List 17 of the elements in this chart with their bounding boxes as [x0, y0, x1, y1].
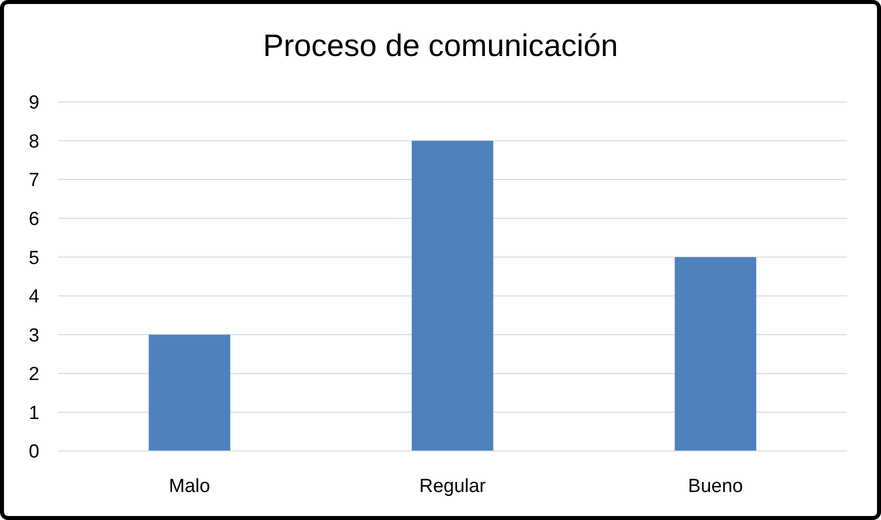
y-tick-label: 1	[28, 402, 40, 424]
x-tick-label: Regular	[419, 476, 486, 497]
chart-title: Proceso de comunicación	[263, 28, 618, 63]
y-tick-label: 0	[28, 442, 40, 463]
bar	[412, 140, 494, 451]
y-tick-label: 3	[28, 325, 40, 346]
y-tick-label: 5	[28, 248, 40, 269]
y-tick-label: 8	[28, 131, 40, 152]
x-tick-label: Bueno	[688, 476, 743, 497]
bar	[674, 257, 756, 451]
bar	[148, 334, 230, 451]
y-tick-label: 2	[28, 364, 40, 386]
x-tick-label: Malo	[168, 476, 210, 497]
y-tick-label: 7	[28, 170, 40, 192]
y-tick-label: 9	[28, 92, 40, 114]
y-tick-label: 4	[28, 286, 40, 308]
y-tick-label: 6	[28, 208, 40, 230]
